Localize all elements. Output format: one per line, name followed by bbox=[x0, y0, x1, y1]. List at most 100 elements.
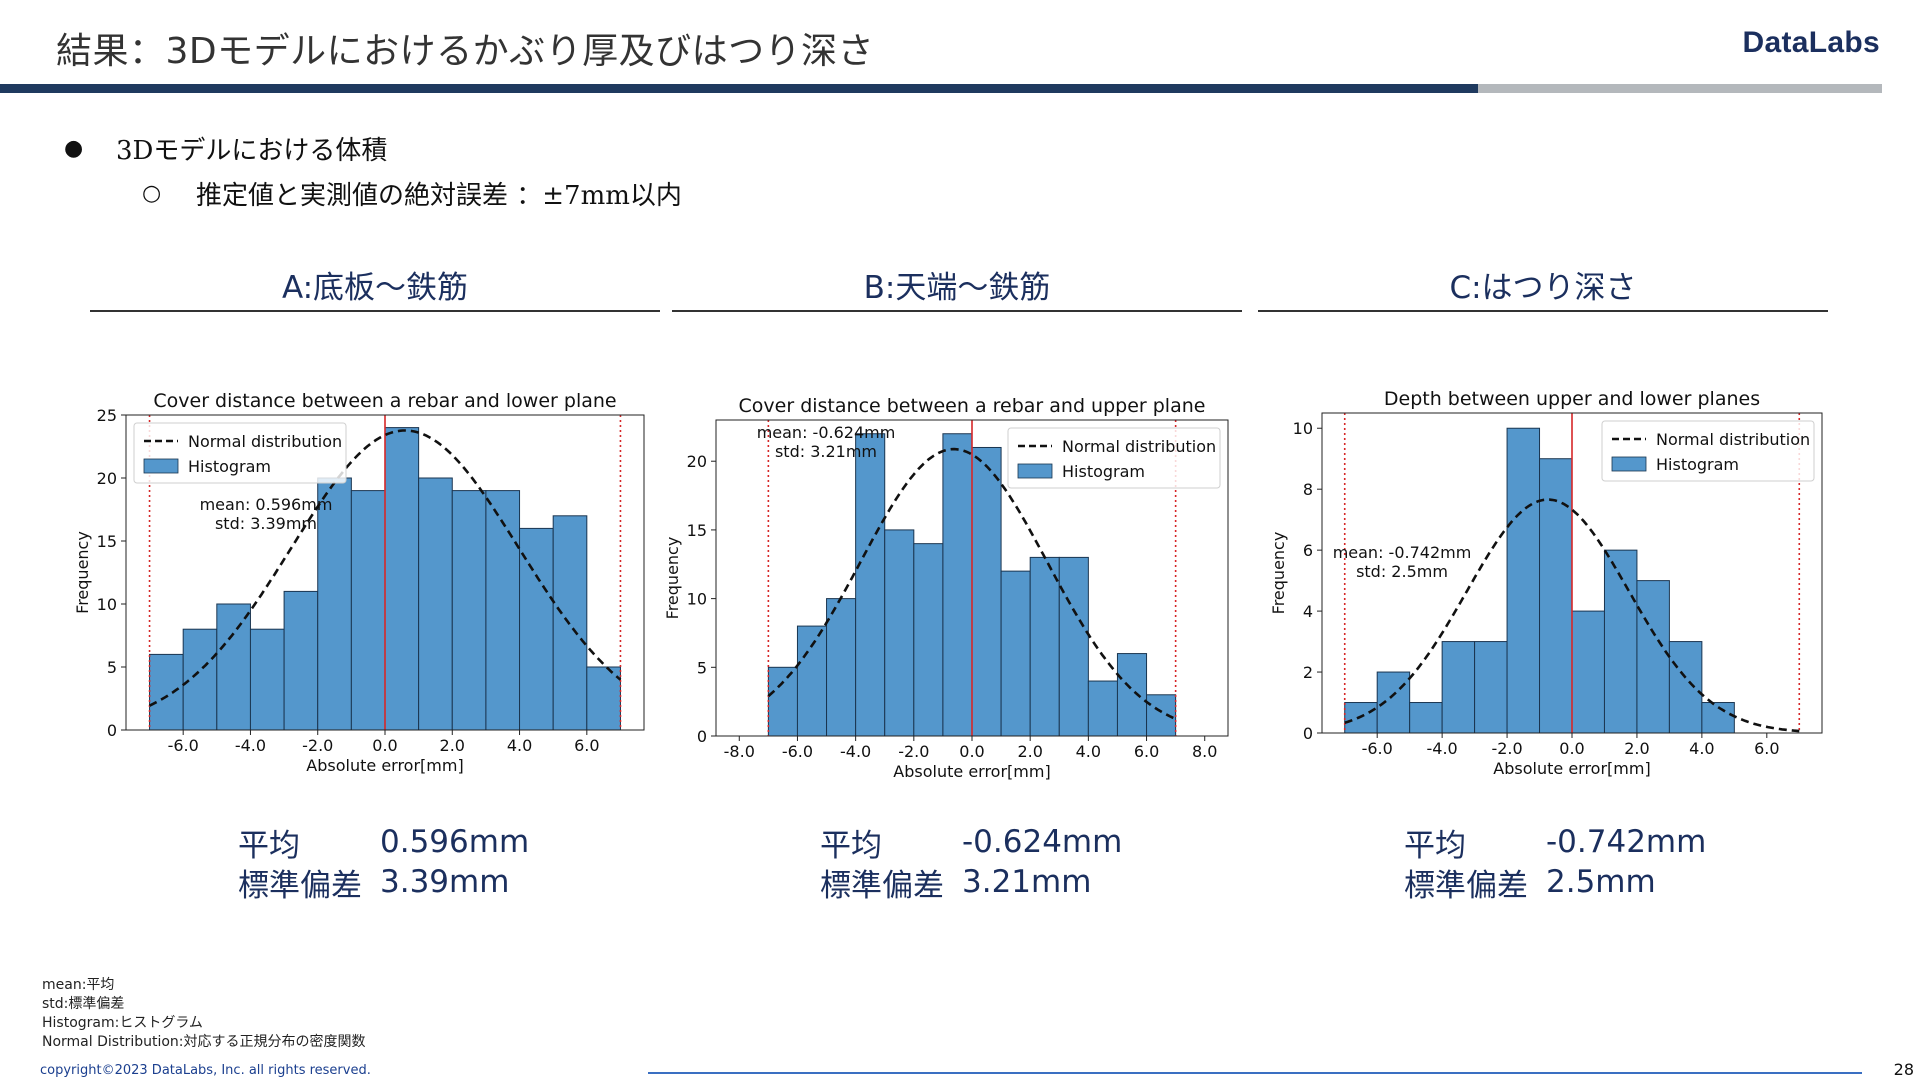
y-tick-label: 5 bbox=[697, 658, 707, 677]
page-number: 28 bbox=[1893, 1060, 1914, 1079]
x-tick-label: 0.0 bbox=[372, 736, 397, 755]
legend-histogram-label: Histogram bbox=[188, 457, 271, 476]
x-tick-label: 4.0 bbox=[1076, 742, 1101, 761]
x-tick-label: -4.0 bbox=[840, 742, 871, 761]
histogram-bar bbox=[971, 446, 1002, 737]
histogram-bar bbox=[1474, 641, 1508, 734]
std-annotation: std: 3.39mm bbox=[215, 514, 317, 533]
std-annotation: std: 2.5mm bbox=[1356, 562, 1448, 581]
x-tick-label: 0.0 bbox=[1559, 739, 1584, 758]
bullet-item: ● 3Dモデルにおける体積 bbox=[64, 130, 682, 167]
panel-c-rule bbox=[1258, 310, 1828, 312]
histogram-bar bbox=[451, 490, 487, 731]
histogram-bar bbox=[1701, 702, 1735, 734]
x-tick-label: 6.0 bbox=[574, 736, 599, 755]
y-tick-label: 10 bbox=[687, 590, 707, 609]
mean-annotation: mean: -0.624mm bbox=[757, 423, 896, 442]
panel-b-rule bbox=[672, 310, 1242, 312]
mean-value: -0.742mm bbox=[1546, 824, 1707, 860]
histogram-bar bbox=[796, 625, 828, 737]
histogram-bar bbox=[216, 603, 251, 731]
y-tick-label: 25 bbox=[97, 406, 117, 425]
histogram-bar bbox=[249, 628, 285, 731]
x-tick-label: 2.0 bbox=[440, 736, 465, 755]
y-tick-label: 15 bbox=[687, 521, 707, 540]
footnote-line: std:標準偏差 bbox=[42, 996, 125, 1012]
x-axis-label: Absolute error[mm] bbox=[306, 756, 463, 775]
y-tick-label: 0 bbox=[1303, 724, 1313, 743]
y-tick-label: 4 bbox=[1303, 602, 1313, 621]
histogram-bar bbox=[1409, 702, 1443, 734]
chart-a-svg: Cover distance between a rebar and lower… bbox=[73, 390, 645, 775]
legend-histogram-swatch bbox=[1017, 463, 1053, 479]
std-value: 3.39mm bbox=[380, 864, 510, 900]
chart-title: Depth between upper and lower planes bbox=[1384, 388, 1760, 410]
x-tick-label: 6.0 bbox=[1134, 742, 1159, 761]
mean-label: 平均 bbox=[1404, 827, 1466, 864]
std-label: 標準偏差 bbox=[238, 867, 362, 904]
title-rule-dark bbox=[0, 84, 1478, 93]
x-tick-label: 2.0 bbox=[1017, 742, 1042, 761]
x-axis-label: Absolute error[mm] bbox=[893, 762, 1050, 781]
std-label: 標準偏差 bbox=[820, 867, 944, 904]
histogram-bar bbox=[942, 433, 973, 737]
y-tick-label: 0 bbox=[697, 727, 707, 746]
histogram-bar bbox=[1087, 680, 1118, 737]
chart-b: Cover distance between a rebar and upper… bbox=[663, 384, 1254, 794]
y-tick-label: 10 bbox=[97, 595, 117, 614]
histogram-bar bbox=[884, 529, 915, 737]
histogram-bar bbox=[1441, 641, 1476, 734]
y-tick-label: 8 bbox=[1303, 480, 1313, 499]
x-tick-label: -2.0 bbox=[898, 742, 929, 761]
panel-b-heading: B:天端～鉄筋 bbox=[863, 270, 1051, 306]
legend-box bbox=[1601, 420, 1815, 482]
stats-b: 平均 -0.624mm 標準偏差 3.21mm bbox=[820, 822, 1123, 904]
footnote-line: mean:平均 bbox=[42, 977, 115, 993]
histogram-bar bbox=[418, 477, 453, 731]
histogram-bar bbox=[149, 653, 184, 731]
y-tick-label: 5 bbox=[107, 658, 117, 677]
histogram-bar bbox=[1058, 556, 1089, 737]
y-axis-label: Frequency bbox=[664, 537, 682, 620]
bullet-dot-icon: ● bbox=[64, 136, 84, 161]
y-tick-label: 10 bbox=[1293, 419, 1313, 438]
histogram-bar bbox=[1116, 653, 1148, 737]
x-axis-label: Absolute error[mm] bbox=[1493, 759, 1650, 778]
legend-histogram-label: Histogram bbox=[1656, 455, 1739, 474]
histogram-bar bbox=[485, 490, 521, 731]
histogram-bar bbox=[384, 427, 420, 731]
x-tick-label: -4.0 bbox=[235, 736, 266, 755]
histogram-bar bbox=[1000, 570, 1031, 737]
x-tick-label: 2.0 bbox=[1624, 739, 1649, 758]
std-value: 2.5mm bbox=[1546, 864, 1656, 900]
x-tick-label: -2.0 bbox=[302, 736, 333, 755]
mean-annotation: mean: 0.596mm bbox=[200, 495, 333, 514]
x-tick-label: 4.0 bbox=[1689, 739, 1714, 758]
title-rule-light bbox=[1478, 84, 1882, 93]
x-tick-label: -6.0 bbox=[1362, 739, 1393, 758]
legend-normal-label: Normal distribution bbox=[1062, 437, 1216, 456]
mean-label: 平均 bbox=[238, 827, 300, 864]
y-tick-label: 20 bbox=[687, 452, 707, 471]
mean-annotation: mean: -0.742mm bbox=[1333, 543, 1472, 562]
chart-title: Cover distance between a rebar and lower… bbox=[153, 390, 616, 412]
chart-title: Cover distance between a rebar and upper… bbox=[739, 395, 1206, 417]
histogram-bar bbox=[1636, 580, 1670, 734]
sub-bullet-circle-icon: ○ bbox=[142, 181, 162, 206]
histogram-bar bbox=[855, 433, 886, 737]
chart-a: Cover distance between a rebar and lower… bbox=[70, 380, 660, 794]
datalabs-logo: DataLabs bbox=[1742, 26, 1880, 59]
x-tick-label: 4.0 bbox=[507, 736, 532, 755]
stats-a: 平均 0.596mm 標準偏差 3.39mm bbox=[238, 822, 529, 904]
histogram-bar bbox=[1668, 641, 1703, 734]
legend-histogram-label: Histogram bbox=[1062, 462, 1145, 481]
std-annotation: std: 3.21mm bbox=[775, 442, 877, 461]
y-axis-label: Frequency bbox=[1269, 532, 1288, 615]
footnote-list: mean:平均 std:標準偏差 Histogram:ヒストグラム Normal… bbox=[42, 976, 366, 1052]
mean-value: -0.624mm bbox=[962, 824, 1123, 860]
histogram-bar bbox=[1506, 427, 1541, 734]
bullet-text: 3Dモデルにおける体積 bbox=[116, 136, 388, 166]
chart-c-svg: Depth between upper and lower planes -6.0… bbox=[1269, 388, 1823, 778]
y-tick-label: 20 bbox=[97, 469, 117, 488]
chart-b-svg: Cover distance between a rebar and upper… bbox=[663, 395, 1229, 781]
